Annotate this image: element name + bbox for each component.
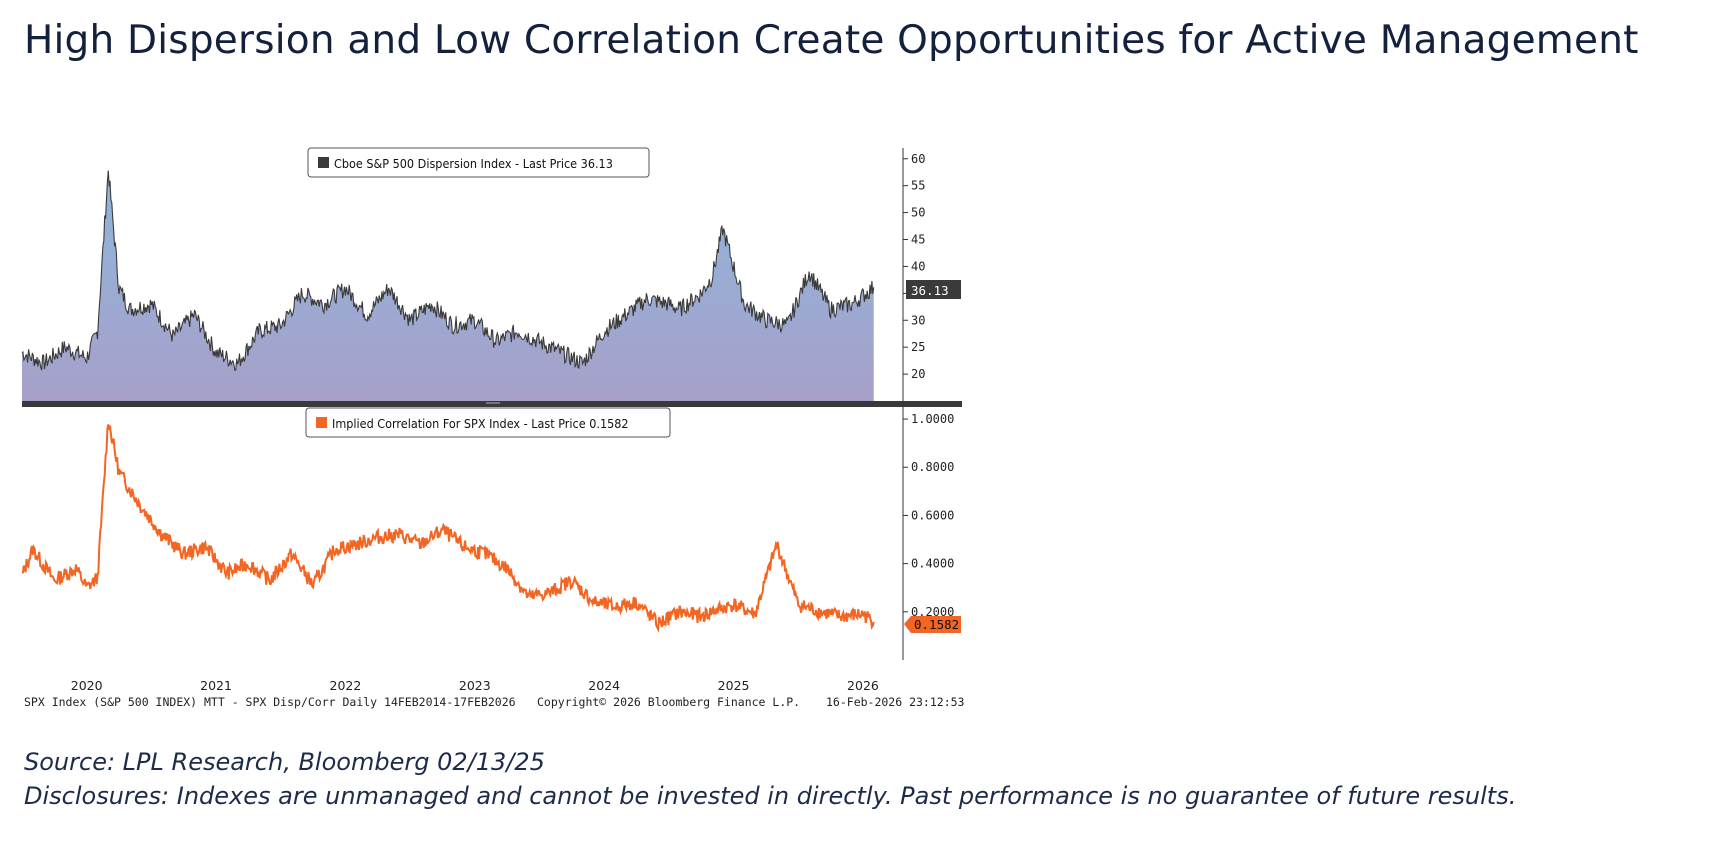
correlation-y-tick-label: 0.8000 xyxy=(911,460,954,474)
x-axis-year-label: 2022 xyxy=(330,678,362,693)
page-title: High Dispersion and Low Correlation Crea… xyxy=(24,18,1639,63)
dispersion-line xyxy=(21,170,875,371)
correlation-legend: Implied Correlation For SPX Index - Last… xyxy=(305,407,671,438)
correlation-legend-swatch xyxy=(316,417,327,428)
dispersion-y-tick-label: 20 xyxy=(911,367,925,381)
dispersion-last-price-value: 36.13 xyxy=(911,283,949,298)
correlation-y-tick-label: 0.4000 xyxy=(911,557,954,571)
correlation-last-price: 0.1582 xyxy=(904,616,961,633)
dispersion-y-tick-label: 50 xyxy=(911,206,925,220)
bloomberg-timestamp: 16-Feb-2026 23:12:53 xyxy=(826,695,965,709)
correlation-y-tick-label: 0.6000 xyxy=(911,508,954,522)
dispersion-y-tick-label: 30 xyxy=(911,313,925,327)
correlation-y-tick-label: 0.2000 xyxy=(911,605,954,619)
dispersion-legend-label: Cboe S&P 500 Dispersion Index - Last Pri… xyxy=(334,156,613,171)
x-axis-year-label: 2023 xyxy=(459,678,491,693)
correlation-line xyxy=(21,424,875,633)
correlation-y-tick-label: 1.0000 xyxy=(911,412,954,426)
disclosures-note: Disclosures: Indexes are unmanaged and c… xyxy=(24,782,1517,810)
bloomberg-copyright: Copyright© 2026 Bloomberg Finance L.P. xyxy=(537,695,800,709)
dispersion-legend: Cboe S&P 500 Dispersion Index - Last Pri… xyxy=(307,147,650,178)
correlation-legend-label: Implied Correlation For SPX Index - Last… xyxy=(332,416,629,431)
dispersion-area xyxy=(22,170,874,401)
dispersion-y-tick-label: 45 xyxy=(911,233,925,247)
dispersion-legend-swatch xyxy=(318,157,329,168)
correlation-panel: 1.0000 0.8000 0.6000 0.4000 0.2000 Implied C… xyxy=(21,407,961,633)
dispersion-last-price: 36.13 xyxy=(906,280,961,299)
x-axis-year-label: 2024 xyxy=(588,678,620,693)
dispersion-y-tick-label: 25 xyxy=(911,340,925,354)
x-axis-years: 2020 2021 2022 2023 2024 2025 2026 xyxy=(71,678,879,693)
dispersion-y-tick-label: 60 xyxy=(911,152,925,166)
x-axis-year-label: 2026 xyxy=(847,678,879,693)
correlation-last-price-value: 0.1582 xyxy=(914,617,959,632)
x-axis-year-label: 2021 xyxy=(200,678,232,693)
dispersion-y-tick-label: 55 xyxy=(911,179,925,193)
source-note: Source: LPL Research, Bloomberg 02/13/25 xyxy=(24,748,545,776)
x-axis-year-label: 2025 xyxy=(718,678,750,693)
x-axis-year-label: 2020 xyxy=(71,678,103,693)
bloomberg-meta-left: SPX Index (S&P 500 INDEX) MTT - SPX Disp… xyxy=(24,695,516,709)
dispersion-panel: 605550454035302520 Cboe S&P 500 Dispersi… xyxy=(21,147,961,401)
dispersion-y-tick-label: 40 xyxy=(911,259,925,273)
